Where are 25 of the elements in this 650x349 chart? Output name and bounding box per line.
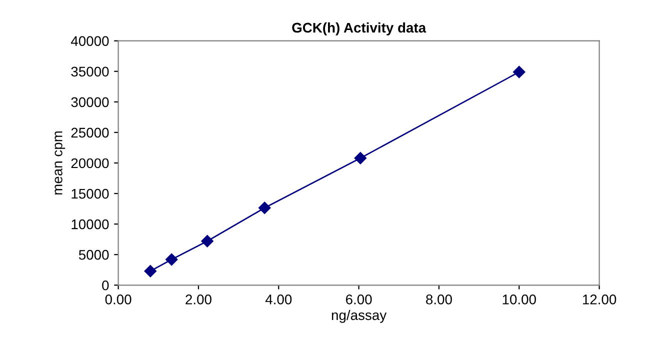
point: [513, 66, 526, 78]
point: [166, 253, 178, 266]
y-axis-title: mean cpm: [54, 131, 66, 194]
y-tick-label: 15000: [72, 188, 109, 199]
y-tick-label: 5000: [78, 250, 109, 260]
point: [201, 235, 214, 248]
y-tick-label: 40000: [70, 36, 109, 46]
x-tick-label: 2.00: [186, 294, 212, 304]
x-tick-label: 4.00: [265, 294, 292, 304]
point: [258, 202, 271, 214]
y-tick-label: 30000: [71, 97, 109, 108]
x-tick-label: 0.00: [105, 294, 132, 304]
y-tick-label: 10000: [72, 219, 109, 230]
y-tick-label: 20000: [71, 158, 109, 168]
x-tick-label: 10.00: [502, 294, 536, 304]
point: [144, 264, 156, 278]
x-tick-label: 6.00: [346, 294, 372, 304]
point: [354, 152, 366, 164]
x-axis-title: ng/assay: [332, 310, 387, 323]
y-tick-label: 35000: [71, 66, 109, 77]
x-tick-label: 8.00: [426, 294, 452, 304]
x-tick-label: 12.00: [582, 294, 616, 304]
chart-title: GCK(h) Activity data: [292, 22, 426, 36]
y-tick-label: 25000: [71, 128, 109, 138]
y-tick-label: 0: [102, 280, 109, 290]
